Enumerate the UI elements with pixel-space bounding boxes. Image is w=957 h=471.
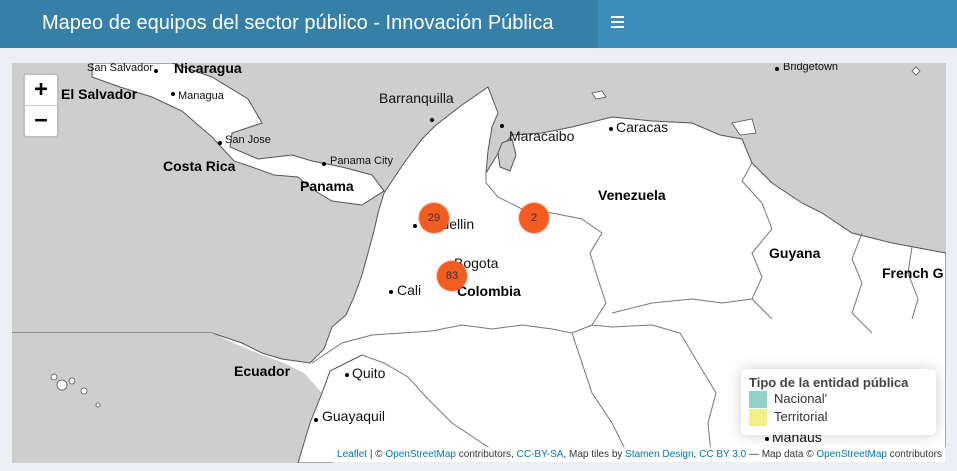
stamen-link[interactable]: Stamen Design: [625, 449, 694, 460]
label-french-guiana: French G: [882, 265, 944, 281]
border-colombia-brazil: [591, 324, 717, 463]
leaflet-link[interactable]: Leaflet: [337, 449, 368, 460]
land-central-america: [91, 63, 385, 206]
legend-label: Territorial: [774, 409, 828, 424]
label-san-jose: San Jose: [225, 134, 271, 146]
border-colombia-venezuela: [485, 173, 607, 326]
osm-link-2[interactable]: OpenStreetMap: [816, 449, 887, 460]
legend-swatch: [749, 391, 767, 408]
border-suriname-fguiana: [907, 246, 919, 320]
border-guyana-suriname: [851, 232, 873, 334]
zoom-out-button[interactable]: −: [25, 105, 57, 136]
label-costa-rica: Costa Rica: [163, 158, 236, 174]
border-colombia-ecuador: [311, 324, 593, 364]
coast-ecuador: [297, 354, 363, 463]
label-maracaibo: Maracaibo: [509, 128, 575, 144]
map-basemap[interactable]: [12, 63, 946, 463]
label-colombia: Colombia: [457, 283, 521, 299]
map-attribution: Leaflet | © OpenStreetMap contributors, …: [333, 447, 946, 463]
map[interactable]: San Salvador Nicaragua El Salvador Manag…: [12, 63, 946, 463]
legend-label: Nacional': [774, 391, 828, 406]
zoom-control: + −: [23, 73, 59, 138]
cluster-marker[interactable]: 29: [419, 203, 449, 233]
legend-swatch: [749, 409, 767, 426]
cluster-marker[interactable]: 83: [437, 261, 467, 291]
label-quito: Quito: [352, 365, 386, 381]
border-venezuela-guyana: [741, 162, 773, 320]
lake-maracaibo: [497, 138, 517, 172]
label-el-salvador: El Salvador: [61, 86, 138, 102]
label-bogota: Bogota: [454, 255, 499, 271]
label-caracas: Caracas: [616, 119, 669, 135]
cc-by-link[interactable]: CC BY 3.0: [699, 449, 747, 460]
legend-title: Tipo de la entidad pública: [749, 375, 909, 390]
border-brazil-venezuela: [611, 298, 753, 314]
label-panama-city: Panama City: [330, 155, 393, 167]
pacific-sea: [12, 333, 322, 463]
label-barranquilla: Barranquilla: [379, 90, 454, 106]
label-san-salvador: San Salvador: [87, 63, 154, 74]
osm-link[interactable]: OpenStreetMap: [385, 449, 456, 460]
legend-item: Nacional': [749, 390, 928, 408]
border-peru-brazil: [571, 332, 633, 463]
legend-item: Territorial: [749, 408, 928, 426]
label-managua: Managua: [178, 90, 224, 102]
header-bar: Mapeo de equipos del sector público - In…: [0, 0, 957, 48]
zoom-in-button[interactable]: +: [34, 77, 48, 102]
cluster-marker[interactable]: 2: [519, 203, 549, 233]
label-venezuela: Venezuela: [598, 187, 666, 203]
legend: Tipo de la entidad pública Nacional' Ter…: [741, 369, 936, 435]
label-ecuador: Ecuador: [234, 363, 291, 379]
label-guyana: Guyana: [769, 245, 821, 261]
border-ecuador-peru: [361, 354, 513, 463]
label-guayaquil: Guayaquil: [322, 408, 386, 424]
label-panama: Panama: [300, 178, 354, 194]
label-nicaragua: Nicaragua: [174, 63, 242, 76]
app-title[interactable]: Mapeo de equipos del sector público - In…: [0, 0, 598, 48]
hamburger-icon[interactable]: [611, 14, 627, 32]
cc-by-sa-link[interactable]: CC-BY-SA: [516, 449, 564, 460]
label-bridgetown: Bridgetown: [783, 63, 839, 73]
label-cali: Cali: [397, 282, 422, 298]
